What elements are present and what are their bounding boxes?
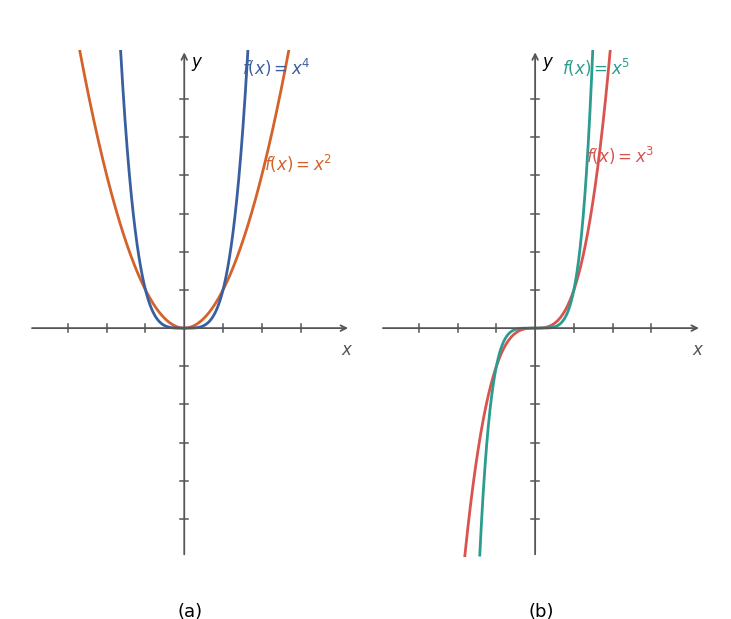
Text: $x$: $x$ [692,342,704,360]
Text: $x$: $x$ [341,342,353,360]
Text: $f(x) = x^2$: $f(x) = x^2$ [264,152,332,175]
Text: $y$: $y$ [192,55,204,73]
Text: $f(x) = x^5$: $f(x) = x^5$ [562,57,630,79]
Text: (b): (b) [529,603,553,619]
Text: $y$: $y$ [542,55,555,73]
Text: $f(x) = x^4$: $f(x) = x^4$ [243,57,311,79]
Text: $f(x) = x^3$: $f(x) = x^3$ [586,145,654,167]
Text: (a): (a) [178,603,202,619]
